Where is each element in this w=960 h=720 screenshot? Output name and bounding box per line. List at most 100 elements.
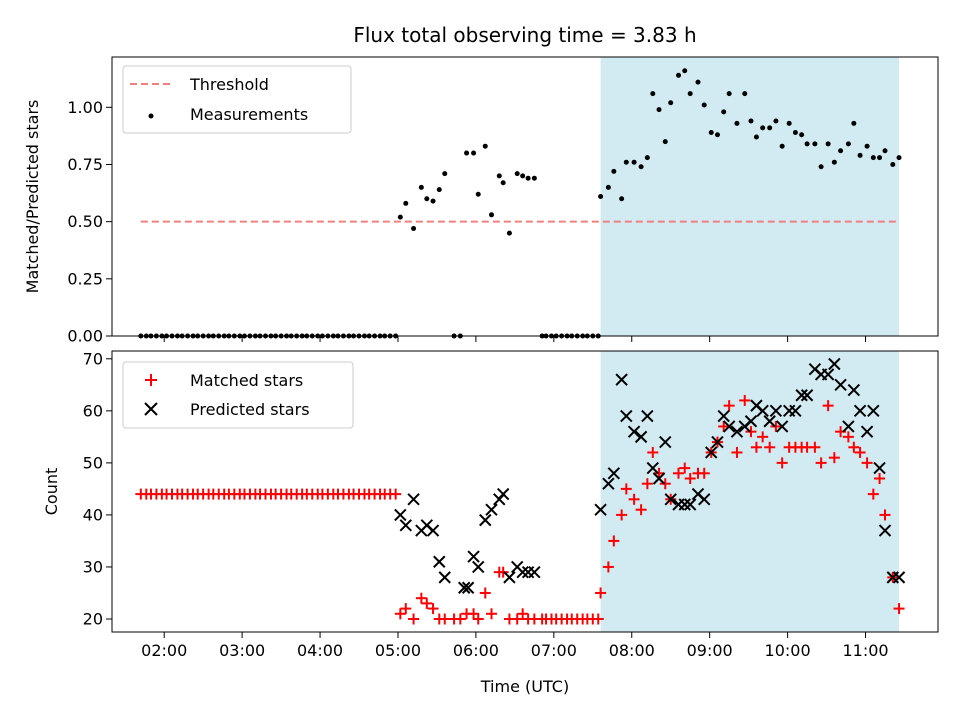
measurement-point [656,107,662,113]
matched-star-point [647,446,659,458]
matched-star-point [628,493,640,505]
bottom-x-tick-label: 06:00 [453,641,499,660]
bottom-x-tick-label: 11:00 [842,641,888,660]
matched-star-point [764,441,776,453]
top-x-ticks [163,336,867,342]
bottom-x-ticks: 02:00 03:00 04:00 05:00 06:00 07:00 08:00 09:00… [141,632,889,660]
matched-star-point [739,394,751,406]
predicted-star-point [641,409,654,423]
predicted-star-point [646,461,660,475]
predicted-star-point [394,508,407,522]
matched-star-point [592,613,604,625]
predicted-star-point [438,571,451,584]
measurement-point [851,120,857,126]
legend-predicted-marker [144,402,158,416]
top-legend-box [122,65,352,134]
bottom-shaded-region [600,351,900,632]
predicted-star-point [744,415,758,428]
top-y-axis-label: Matched/Predicted stars [23,100,42,294]
top-points-layer [138,68,902,339]
bottom-x-tick-label: 04:00 [297,641,343,660]
measurement-point [619,196,625,202]
bottom-points-layer [135,357,906,625]
matched-star-point [517,608,529,620]
matched-star-point [745,426,757,438]
matched-star-point [635,504,647,516]
matched-star-point [770,420,782,432]
measurement-point [676,72,682,78]
measurement-point [623,159,629,165]
matched-star-point [479,587,491,599]
matched-star-point [684,472,696,484]
matched-star-point [874,472,886,484]
legend-matched-marker [145,374,157,386]
measurement-point [598,194,604,199]
measurement-point [804,141,810,147]
matched-star-point [653,467,665,479]
measurement-point [403,200,409,206]
measurement-point [760,125,766,131]
legend-predicted-label: Predicted stars [190,400,310,419]
measurement-point [726,91,732,97]
matched-star-point [454,613,466,625]
predicted-star-point [789,404,802,418]
top-shaded-region [600,57,900,336]
bottom-legend: Matched stars Predicted stars [122,361,354,429]
predicted-star-point [433,555,446,568]
predicted-star-point [485,503,498,516]
measurement-point [488,212,494,218]
measurement-point [831,159,837,165]
bottom-y-tick-label: 20 [83,609,103,628]
matched-star-point [485,608,497,620]
matched-star-point [723,400,735,412]
predicted-star-point [615,373,628,386]
predicted-star-point [472,560,485,574]
measurement-point [799,132,805,138]
matched-star-point [815,457,827,469]
predicted-star-point [602,477,615,490]
measurement-point [644,155,650,161]
matched-star-point [867,488,879,500]
measurement-point [748,118,754,124]
predicted-star-point [775,420,789,433]
top-y-tick-label: 0.75 [67,155,103,174]
predicted-star-point [711,435,724,449]
predicted-star-point [607,467,621,480]
bottom-x-tick-label: 07:00 [531,641,577,660]
chart-title: Flux total observing time = 3.83 h [353,23,696,47]
predicted-star-point [847,383,861,397]
bottom-axes-frame [111,350,939,633]
predicted-star-point [467,550,480,563]
matched-star-point [415,592,427,604]
predicted-star-point [756,404,769,418]
predicted-star-point [627,425,641,438]
bottom-y-tick-label: 50 [83,453,103,472]
bottom-x-tick-label: 09:00 [687,641,733,660]
matched-star-point [718,420,730,432]
top-y-tick-label: 0.50 [67,212,103,231]
bottom-y-tick-label: 30 [83,557,103,576]
bottom-x-tick-label: 05:00 [375,641,421,660]
measurement-point [650,91,656,97]
matched-star-point [439,613,451,625]
measurement-point [520,173,526,179]
predicted-star-point [705,446,718,459]
matched-star-point [659,478,671,490]
matched-star-point [776,457,788,469]
top-y-ticks: 0.00 0.25 0.50 0.75 1.00 [67,98,112,346]
measurement-point [695,79,701,85]
legend-matched-label: Matched stars [190,371,303,390]
matched-star-point [595,587,607,599]
measurement-point [430,198,436,204]
measurement-point [411,226,417,232]
predicted-star-point [503,571,516,584]
measurement-point [500,180,506,186]
bottom-x-tick-label: 10:00 [765,641,811,660]
measurement-point [812,141,818,147]
top-y-tick-label: 0.00 [67,327,103,346]
measurement-point [482,143,488,149]
predicted-star-point [426,524,440,537]
predicted-star-point [659,435,672,449]
measurement-point [864,143,870,149]
